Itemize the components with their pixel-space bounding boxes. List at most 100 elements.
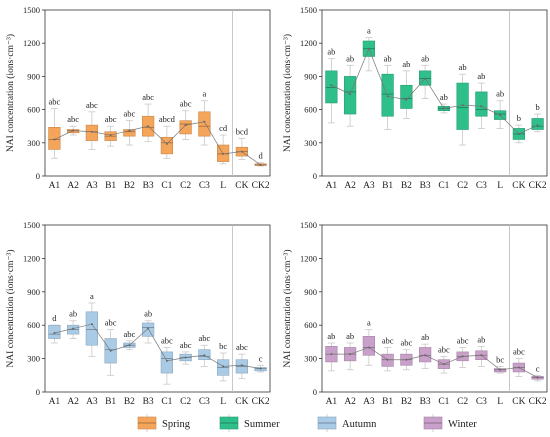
significance-letter: ab xyxy=(477,71,485,81)
x-tick-label: C2 xyxy=(457,181,468,191)
mean-point xyxy=(517,366,520,369)
chart-panel-autumn: 0 300 600 900 1200 1500 NAI concentration (ion… xyxy=(5,220,271,407)
y-tick-label: 0 xyxy=(313,387,317,397)
x-tick-label: C1 xyxy=(438,397,449,407)
mean-point xyxy=(72,327,75,330)
y-tick-label: 1500 xyxy=(23,220,40,230)
y-tick-label: 600 xyxy=(304,320,317,330)
significance-letter: cd xyxy=(219,123,228,133)
significance-letter: abc xyxy=(180,340,192,350)
mean-point xyxy=(165,142,168,145)
significance-letter: abc xyxy=(67,114,79,124)
x-tick-label: C1 xyxy=(161,397,172,407)
mean-point xyxy=(53,138,56,141)
mean-point xyxy=(405,358,408,361)
significance-letter: ab xyxy=(477,334,485,344)
mean-point xyxy=(386,95,389,98)
legend-label: Winter xyxy=(448,419,477,430)
significance-letter: abc xyxy=(142,92,154,102)
x-tick-label: CK xyxy=(235,181,248,191)
significance-letter: abc xyxy=(86,100,98,110)
x-tick-label: C2 xyxy=(180,181,191,191)
x-tick-label: CK2 xyxy=(529,397,547,407)
x-tick-label: A1 xyxy=(49,181,61,191)
significance-letter: a xyxy=(367,318,371,328)
mean-point xyxy=(330,353,333,356)
x-tick-label: C3 xyxy=(476,181,487,191)
y-tick-label: 900 xyxy=(27,287,40,297)
mean-point xyxy=(330,84,333,87)
box xyxy=(123,129,136,137)
significance-letter: abc xyxy=(123,109,135,119)
y-tick-label: 600 xyxy=(304,105,317,115)
x-tick-label: A3 xyxy=(363,181,375,191)
x-tick-label: B3 xyxy=(143,181,154,191)
significance-letter: abc xyxy=(382,335,394,345)
box xyxy=(142,322,155,337)
y-tick-label: 1200 xyxy=(23,253,40,263)
box xyxy=(475,91,488,117)
significance-letter: a xyxy=(367,26,371,36)
legend-item-summer: Summer xyxy=(219,414,280,432)
significance-letter: bc xyxy=(496,354,504,364)
mean-point xyxy=(240,150,243,153)
mean-point xyxy=(536,376,539,379)
x-tick-label: B2 xyxy=(124,181,135,191)
legend-item-winter: Winter xyxy=(423,414,477,432)
x-tick-label: B3 xyxy=(143,397,154,407)
y-tick-label: 0 xyxy=(36,171,40,181)
x-tick-label: L xyxy=(220,181,226,191)
x-tick-label: A3 xyxy=(86,181,98,191)
significance-letter: a xyxy=(90,291,94,301)
x-tick-label: C3 xyxy=(476,397,487,407)
significance-letter: ab xyxy=(440,92,448,102)
significance-letter: ab xyxy=(346,331,354,341)
significance-letter: b xyxy=(517,113,521,123)
x-tick-label: A1 xyxy=(49,397,61,407)
mean-point xyxy=(203,354,206,357)
x-tick-label: B1 xyxy=(382,181,393,191)
mean-point xyxy=(461,355,464,358)
mean-point xyxy=(424,77,427,80)
chart-panel-spring: 0 300 600 900 1200 1500 NAI concentration (ion… xyxy=(5,5,271,191)
x-tick-label: B1 xyxy=(105,181,116,191)
y-axis-label: NAI concentration (ions·cm⁻³) xyxy=(5,249,16,367)
x-tick-label: CK xyxy=(512,181,525,191)
y-tick-label: 300 xyxy=(304,138,317,148)
x-tick-label: B1 xyxy=(382,397,393,407)
plot-frame xyxy=(321,224,548,393)
significance-letter: abc xyxy=(105,114,117,124)
box xyxy=(160,136,173,155)
x-tick-label: A2 xyxy=(344,181,356,191)
significance-letter: abc xyxy=(180,99,192,109)
mean-point xyxy=(259,367,262,370)
mean-point xyxy=(72,129,75,132)
box xyxy=(179,120,192,135)
y-tick-label: 0 xyxy=(36,387,40,397)
significance-letter: abc xyxy=(198,333,210,343)
mean-point xyxy=(109,349,112,352)
x-tick-label: C3 xyxy=(199,397,210,407)
significance-letter: c xyxy=(259,353,263,363)
significance-letter: bc xyxy=(219,341,227,351)
x-tick-label: CK2 xyxy=(252,181,270,191)
x-tick-label: CK2 xyxy=(252,397,270,407)
mean-point xyxy=(480,105,483,108)
significance-letter: ab xyxy=(402,59,410,69)
y-tick-label: 900 xyxy=(304,71,317,81)
y-axis-label: NAI concentration (ions·cm⁻³) xyxy=(282,249,293,367)
box xyxy=(381,73,394,117)
significance-letter: ab xyxy=(346,53,354,63)
mean-point xyxy=(53,331,56,334)
mean-point xyxy=(184,356,187,359)
mean-point xyxy=(367,47,370,50)
mean-point xyxy=(147,327,150,330)
significance-letter: ab xyxy=(384,53,392,63)
significance-letter: bcd xyxy=(236,126,249,136)
x-tick-label: A1 xyxy=(326,397,338,407)
significance-letter: ab xyxy=(421,332,429,342)
x-tick-label: L xyxy=(220,397,226,407)
y-tick-label: 1200 xyxy=(300,253,317,263)
mean-point xyxy=(536,124,539,127)
mean-point xyxy=(442,363,445,366)
